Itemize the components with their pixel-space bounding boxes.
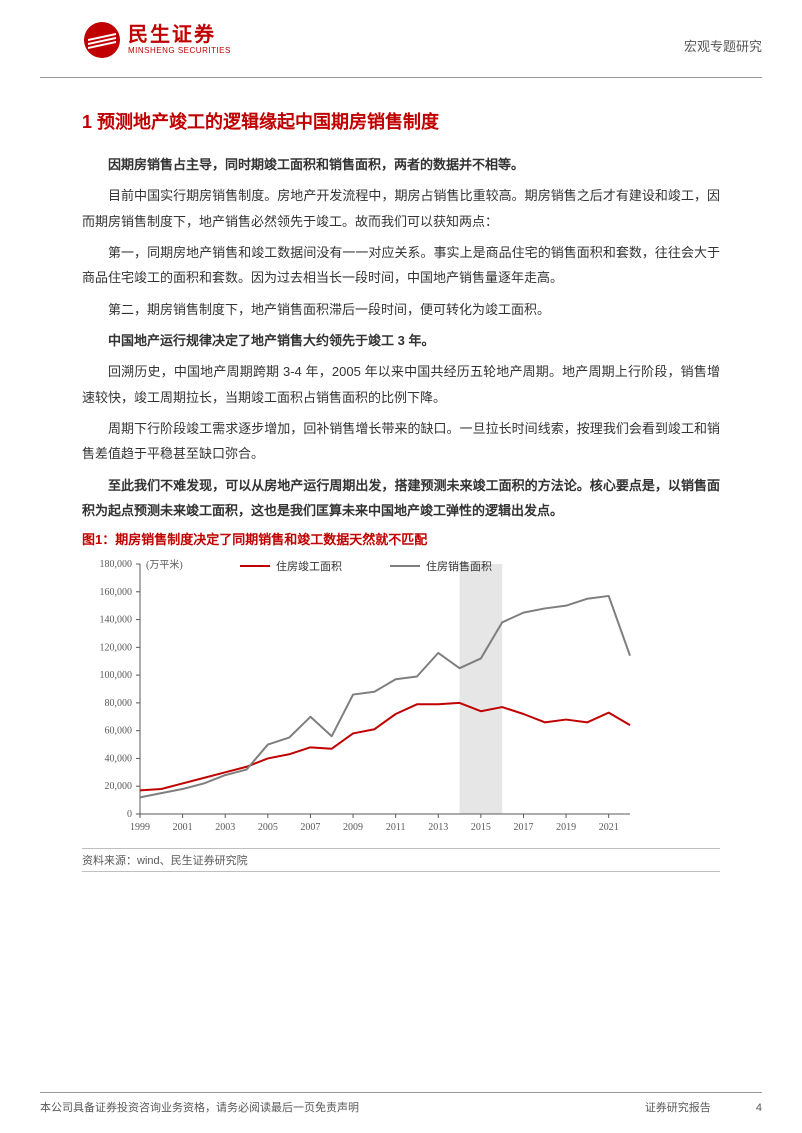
svg-text:2011: 2011 xyxy=(386,822,406,833)
svg-text:2007: 2007 xyxy=(300,822,320,833)
logo-cn: 民生证券 xyxy=(128,25,231,45)
logo: 民生证券 MINSHENG SECURITIES xyxy=(84,22,722,58)
para: 目前中国实行期房销售制度。房地产开发流程中，期房占销售比重较高。期房销售之后才有… xyxy=(82,183,720,234)
svg-text:2013: 2013 xyxy=(428,822,448,833)
para-bold: 至此我们不难发现，可以从房地产运行周期出发，搭建预测未来竣工面积的方法论。核心要… xyxy=(82,473,720,524)
svg-text:2009: 2009 xyxy=(343,822,363,833)
svg-text:80,000: 80,000 xyxy=(105,698,133,709)
page-number: 4 xyxy=(756,1102,762,1114)
logo-mark xyxy=(84,22,120,58)
para: 第二，期房销售制度下，地产销售面积滞后一段时间，便可转化为竣工面积。 xyxy=(82,297,720,322)
svg-text:180,000: 180,000 xyxy=(100,559,133,570)
doc-category: 宏观专题研究 xyxy=(684,36,762,55)
svg-text:2017: 2017 xyxy=(513,822,533,833)
svg-text:40,000: 40,000 xyxy=(105,754,133,765)
content-area: 1 预测地产竣工的逻辑缘起中国期房销售制度 因期房销售占主导，同时期竣工面积和销… xyxy=(0,78,802,872)
figure-source: 资料来源：wind、民生证券研究院 xyxy=(82,848,720,872)
svg-text:住房竣工面积: 住房竣工面积 xyxy=(276,559,342,573)
svg-text:(万平米): (万平米) xyxy=(146,558,183,571)
svg-text:20,000: 20,000 xyxy=(105,782,133,793)
svg-text:100,000: 100,000 xyxy=(100,671,133,682)
figure-title: 图1：期房销售制度决定了同期销售和竣工数据天然就不匹配 xyxy=(82,529,720,548)
svg-text:140,000: 140,000 xyxy=(100,615,133,626)
svg-text:120,000: 120,000 xyxy=(100,643,133,654)
para: 回溯历史，中国地产周期跨期 3-4 年，2005 年以来中国共经历五轮地产周期。… xyxy=(82,359,720,410)
svg-text:160,000: 160,000 xyxy=(100,587,133,598)
svg-text:2015: 2015 xyxy=(471,822,491,833)
svg-text:2019: 2019 xyxy=(556,822,576,833)
logo-en: MINSHENG SECURITIES xyxy=(128,47,231,55)
footer-disclaimer: 本公司具备证券投资咨询业务资格，请务必阅读最后一页免责声明 xyxy=(40,1099,359,1115)
footer-label: 证券研究报告 xyxy=(645,1102,711,1114)
line-chart: 0 20,000 40,000 60,000 80,000 100,000 120,000 1… xyxy=(82,554,642,844)
section-heading: 1 预测地产竣工的逻辑缘起中国期房销售制度 xyxy=(82,108,720,134)
svg-text:住房销售面积: 住房销售面积 xyxy=(426,559,492,573)
svg-text:60,000: 60,000 xyxy=(105,726,133,737)
para: 第一，同期房地产销售和竣工数据间没有一一对应关系。事实上是商品住宅的销售面积和套… xyxy=(82,240,720,291)
para: 周期下行阶段竣工需求逐步增加，回补销售增长带来的缺口。一旦拉长时间线索，按理我们… xyxy=(82,416,720,467)
para-bold: 中国地产运行规律决定了地产销售大约领先于竣工 3 年。 xyxy=(82,328,720,353)
svg-text:1999: 1999 xyxy=(130,822,150,833)
svg-text:2003: 2003 xyxy=(215,822,235,833)
svg-text:2001: 2001 xyxy=(173,822,193,833)
page-header: 民生证券 MINSHENG SECURITIES 宏观专题研究 xyxy=(40,0,762,78)
chart-container: 0 20,000 40,000 60,000 80,000 100,000 120,000 1… xyxy=(82,554,720,844)
svg-text:2005: 2005 xyxy=(258,822,278,833)
page-footer: 本公司具备证券投资咨询业务资格，请务必阅读最后一页免责声明 证券研究报告 4 xyxy=(40,1092,762,1115)
para-lead: 因期房销售占主导，同时期竣工面积和销售面积，两者的数据并不相等。 xyxy=(82,152,720,177)
svg-text:0: 0 xyxy=(127,809,132,820)
svg-text:2021: 2021 xyxy=(599,822,619,833)
